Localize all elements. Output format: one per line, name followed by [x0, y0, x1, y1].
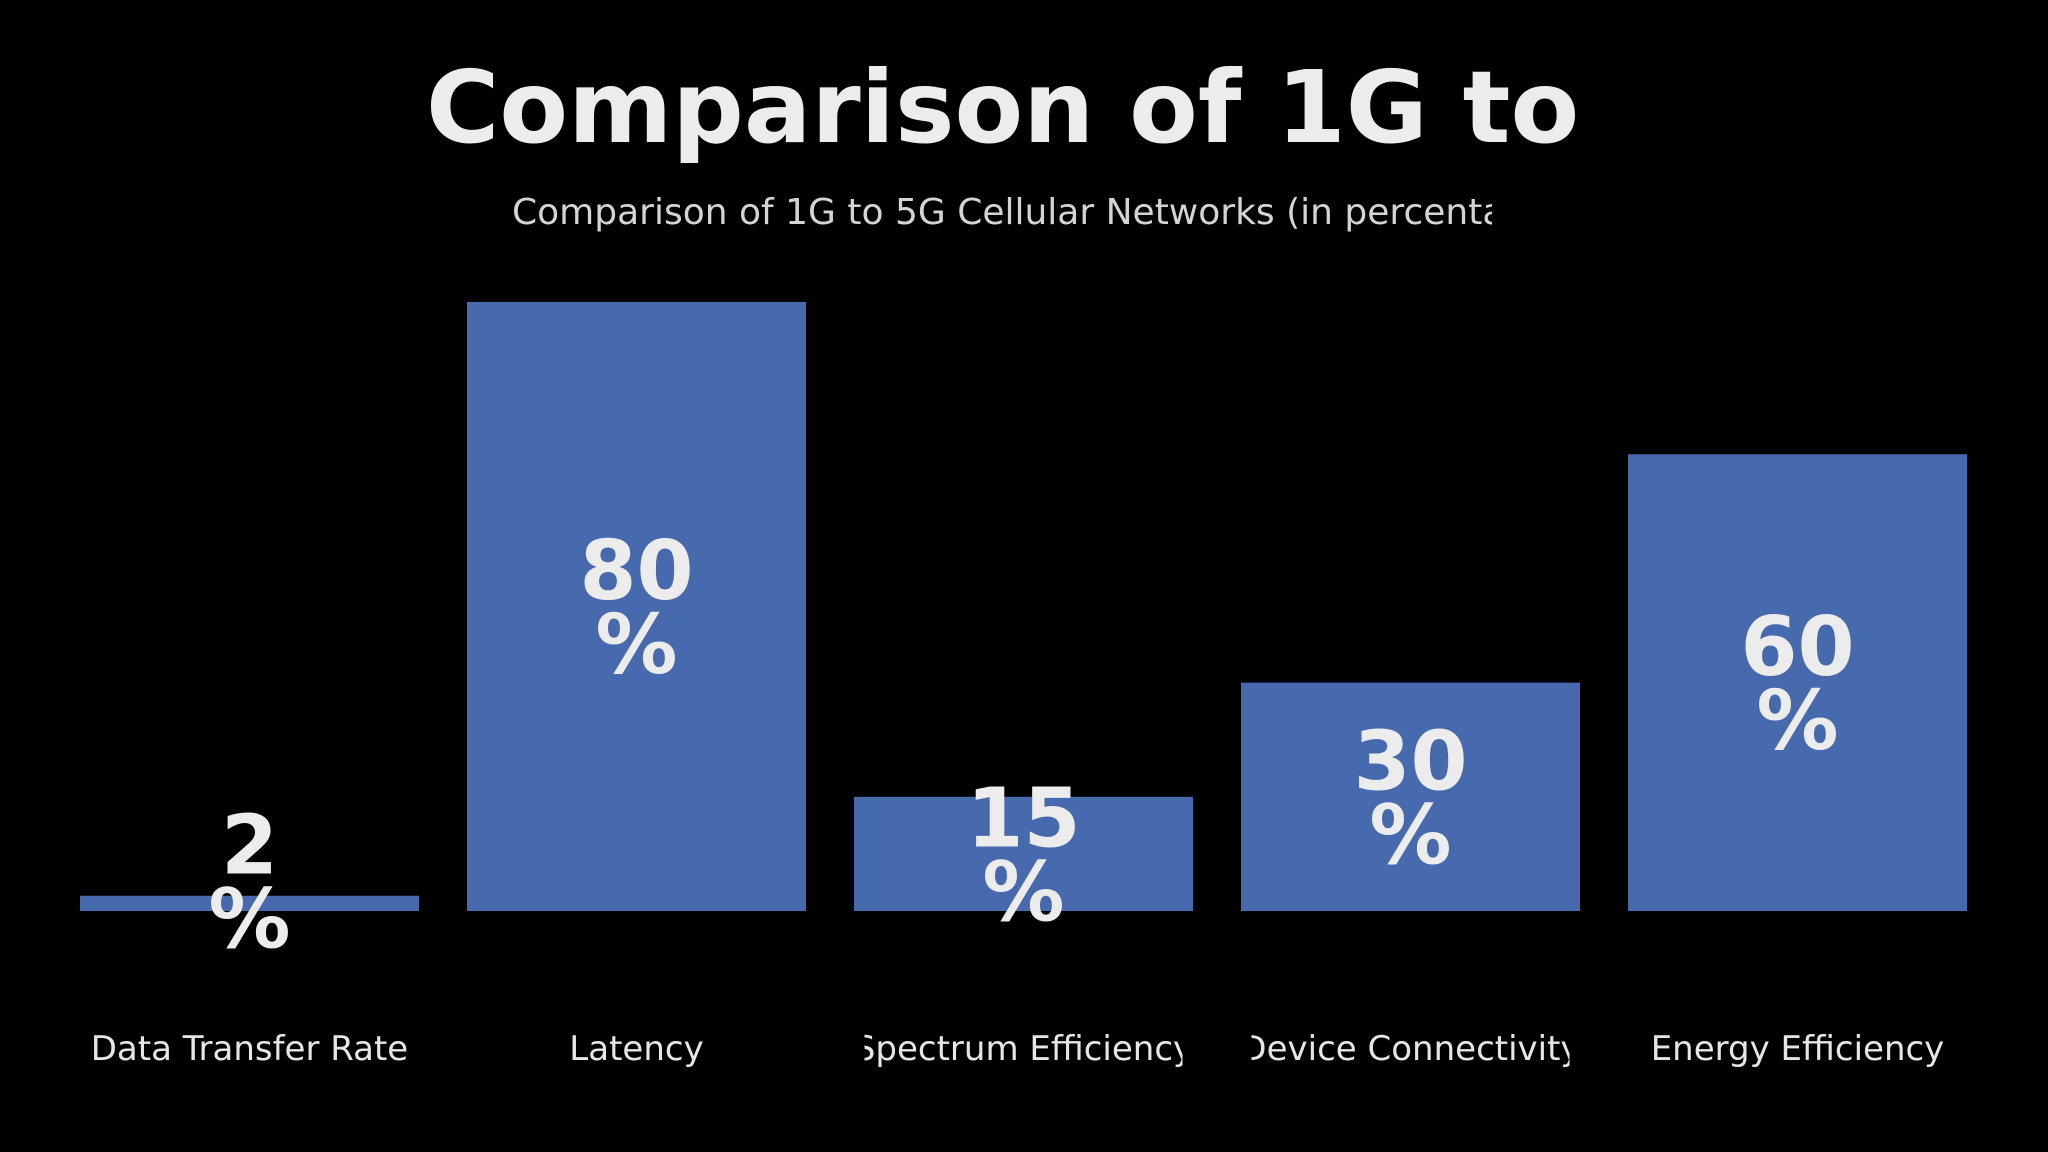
bar-1	[467, 302, 806, 911]
value-label-4-line-1: %	[1756, 674, 1838, 769]
chart-subtitle-container: Comparison of 1G to 5G Cellular Networks…	[512, 187, 1492, 239]
bar-2	[854, 796, 1193, 911]
value-label-0-line-1: %	[208, 873, 290, 968]
value-label-3-line-0: 30	[1353, 714, 1467, 809]
value-label-0-line-0: 2	[221, 799, 278, 894]
bar-3	[1241, 682, 1580, 911]
value-label-4-line-0: 60	[1740, 600, 1854, 695]
value-label-3-line-1: %	[1369, 788, 1451, 883]
value-label-2-line-1: %	[982, 845, 1064, 940]
category-label-3: Device Connectivity	[1240, 1029, 1580, 1069]
category-label-0: Data Transfer Rate	[91, 1029, 408, 1069]
category-label-1: Latency	[569, 1029, 703, 1069]
bar-0	[80, 895, 419, 911]
chart-title: Comparison of 1G to 5G	[426, 49, 1590, 166]
chart-subtitle: Comparison of 1G to 5G Cellular Networks…	[512, 192, 1492, 233]
value-label-1-line-1: %	[595, 598, 677, 693]
category-label-4: Energy Efficiency	[1651, 1029, 1945, 1069]
value-label-1-line-0: 80	[579, 524, 693, 619]
bar-4	[1628, 454, 1967, 911]
category-label-2: Spectrum Efficiency	[854, 1029, 1193, 1069]
chart-title-container: Comparison of 1G to 5G	[426, 48, 1590, 168]
value-label-2-line-0: 15	[966, 771, 1080, 866]
